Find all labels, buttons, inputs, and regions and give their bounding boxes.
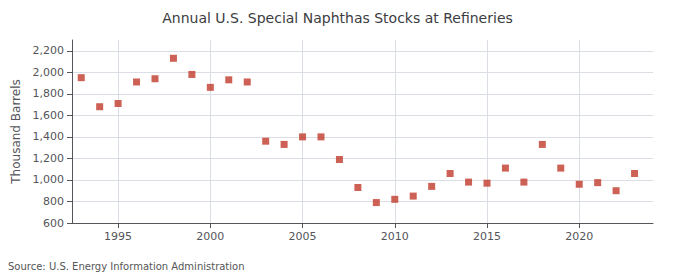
svg-text:1,200: 1,200 bbox=[33, 152, 65, 165]
svg-text:2005: 2005 bbox=[289, 230, 317, 243]
svg-text:Annual U.S. Special Naphthas S: Annual U.S. Special Naphthas Stocks at R… bbox=[162, 10, 513, 26]
svg-text:2010: 2010 bbox=[381, 230, 409, 243]
svg-text:1,000: 1,000 bbox=[33, 173, 65, 186]
svg-text:Thousand Barrels: Thousand Barrels bbox=[9, 79, 23, 184]
svg-text:2,200: 2,200 bbox=[33, 44, 65, 57]
svg-text:Source: U.S. Energy Informatio: Source: U.S. Energy Information Administ… bbox=[8, 261, 245, 272]
svg-text:800: 800 bbox=[43, 195, 64, 208]
svg-text:600: 600 bbox=[43, 217, 64, 230]
svg-text:2015: 2015 bbox=[473, 230, 501, 243]
svg-text:2000: 2000 bbox=[196, 230, 224, 243]
svg-text:1,600: 1,600 bbox=[33, 109, 65, 122]
svg-text:1,400: 1,400 bbox=[33, 130, 65, 143]
svg-text:1,800: 1,800 bbox=[33, 87, 65, 100]
svg-text:1995: 1995 bbox=[104, 230, 132, 243]
svg-text:2,000: 2,000 bbox=[33, 66, 65, 79]
svg-text:2020: 2020 bbox=[565, 230, 593, 243]
